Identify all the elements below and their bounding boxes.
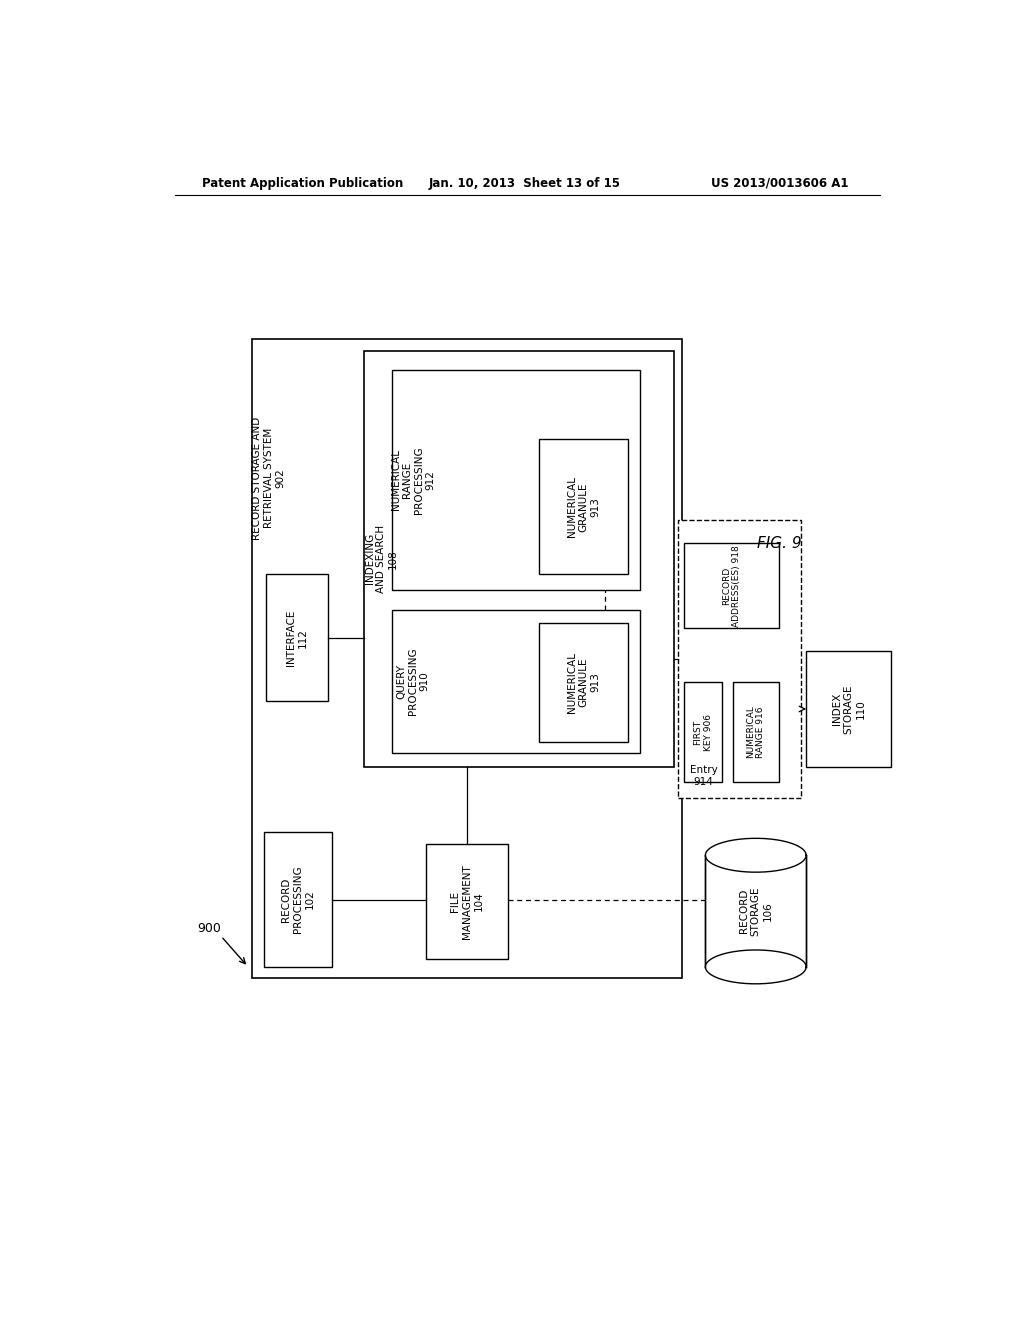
Bar (806, 651, 891, 767)
Text: NUMERICAL
RANGE 916: NUMERICAL RANGE 916 (746, 706, 766, 759)
Text: Patent Application Publication: Patent Application Publication (202, 177, 402, 190)
Text: NUMERICAL
GRANULE
913: NUMERICAL GRANULE 913 (566, 652, 600, 713)
Bar (678, 520, 801, 797)
Polygon shape (706, 950, 806, 983)
Text: Jan. 10, 2013  Sheet 13 of 15: Jan. 10, 2013 Sheet 13 of 15 (429, 177, 621, 190)
Text: 900: 900 (198, 921, 221, 935)
Text: INDEX
STORAGE
110: INDEX STORAGE 110 (833, 684, 865, 734)
Text: INTERFACE
112: INTERFACE 112 (286, 610, 308, 665)
Bar (732, 682, 779, 781)
Text: QUERY
PROCESSING
910: QUERY PROCESSING 910 (396, 648, 430, 715)
Bar (391, 370, 640, 590)
Polygon shape (706, 838, 806, 873)
Bar (266, 574, 328, 701)
Text: NUMERICAL
RANGE
PROCESSING
912: NUMERICAL RANGE PROCESSING 912 (391, 446, 435, 513)
Bar (252, 339, 682, 978)
Bar (391, 610, 640, 752)
Bar (684, 682, 722, 781)
Text: RECORD STORAGE AND
RETRIEVAL SYSTEM
902: RECORD STORAGE AND RETRIEVAL SYSTEM 902 (253, 416, 286, 540)
Text: FIRST
KEY 906: FIRST KEY 906 (693, 714, 713, 751)
Text: FILE
MANAGEMENT
104: FILE MANAGEMENT 104 (451, 865, 483, 939)
Text: RECORD
STORAGE
106: RECORD STORAGE 106 (739, 886, 772, 936)
Text: FIG. 9: FIG. 9 (757, 536, 802, 550)
Text: RECORD
ADDRESS(ES) 918: RECORD ADDRESS(ES) 918 (722, 545, 741, 627)
Text: US 2013/0013606 A1: US 2013/0013606 A1 (712, 177, 849, 190)
Bar (706, 855, 806, 966)
Text: INDEXING
AND SEARCH
108: INDEXING AND SEARCH 108 (365, 525, 398, 593)
Text: RECORD
PROCESSING
102: RECORD PROCESSING 102 (282, 866, 314, 933)
Bar (263, 832, 332, 966)
Bar (365, 351, 675, 767)
Bar (426, 843, 508, 960)
Bar (539, 623, 628, 742)
Text: NUMERICAL
GRANULE
913: NUMERICAL GRANULE 913 (566, 477, 600, 537)
Text: Entry
914: Entry 914 (690, 766, 718, 787)
Bar (539, 440, 628, 574)
Bar (684, 544, 779, 628)
